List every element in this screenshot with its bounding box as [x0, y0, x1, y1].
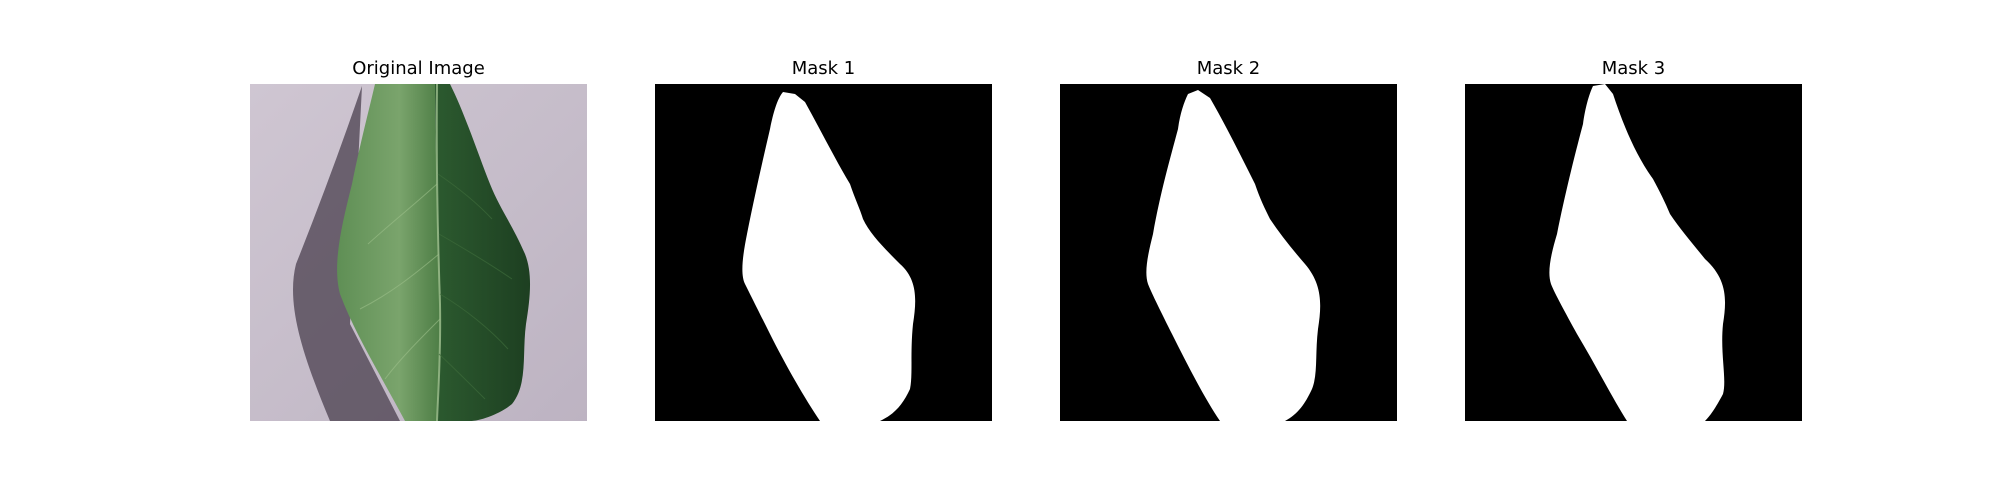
panel-mask-2: Mask 2 [1060, 0, 1397, 500]
segmentation-mask-3 [1465, 84, 1802, 421]
panel-title: Original Image [352, 58, 485, 79]
leaf-photo [250, 84, 587, 421]
panel-title: Mask 2 [1196, 58, 1261, 79]
panel-title: Mask 3 [1601, 58, 1666, 79]
panel-title: Mask 1 [791, 58, 856, 79]
segmentation-mask-1 [655, 84, 992, 421]
panel-mask-1: Mask 1 [655, 0, 992, 500]
panel-mask-3: Mask 3 [1465, 0, 1802, 500]
panel-original-image: Original Image [250, 0, 587, 500]
segmentation-mask-2 [1060, 84, 1397, 421]
